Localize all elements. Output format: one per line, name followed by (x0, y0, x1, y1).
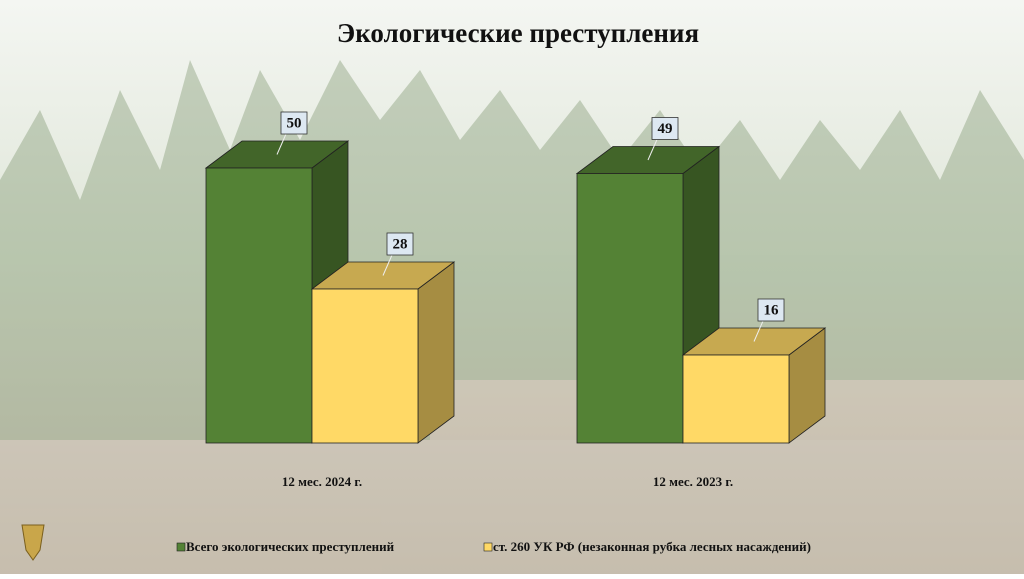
data-label: 49 (658, 121, 673, 137)
data-label: 50 (287, 115, 302, 131)
bar (682, 354, 790, 444)
label-leader (382, 254, 393, 276)
data-label-box (280, 111, 308, 135)
legend-swatch (176, 542, 186, 552)
x-tick-label: 12 мес. 2024 г. (282, 474, 362, 489)
data-label-box (757, 298, 785, 322)
legend-label: ст. 260 УК РФ (незаконная рубка лесных н… (493, 539, 811, 554)
bar (576, 173, 684, 444)
bar-side (417, 261, 455, 444)
bar (205, 167, 313, 444)
label-leader (647, 139, 658, 161)
label-leader (276, 133, 287, 155)
legend-label: Всего экологических преступлений (186, 539, 395, 554)
data-label-box (651, 117, 679, 140)
data-label-box (386, 232, 414, 256)
x-tick-label: 12 мес. 2023 г. (653, 474, 733, 489)
emblem (21, 524, 45, 561)
data-label: 16 (764, 302, 780, 318)
legend-swatch (483, 542, 493, 552)
chart-title: Экологические преступления (337, 18, 699, 48)
bar (311, 288, 419, 444)
data-label: 28 (393, 236, 408, 252)
label-leader (753, 320, 764, 342)
